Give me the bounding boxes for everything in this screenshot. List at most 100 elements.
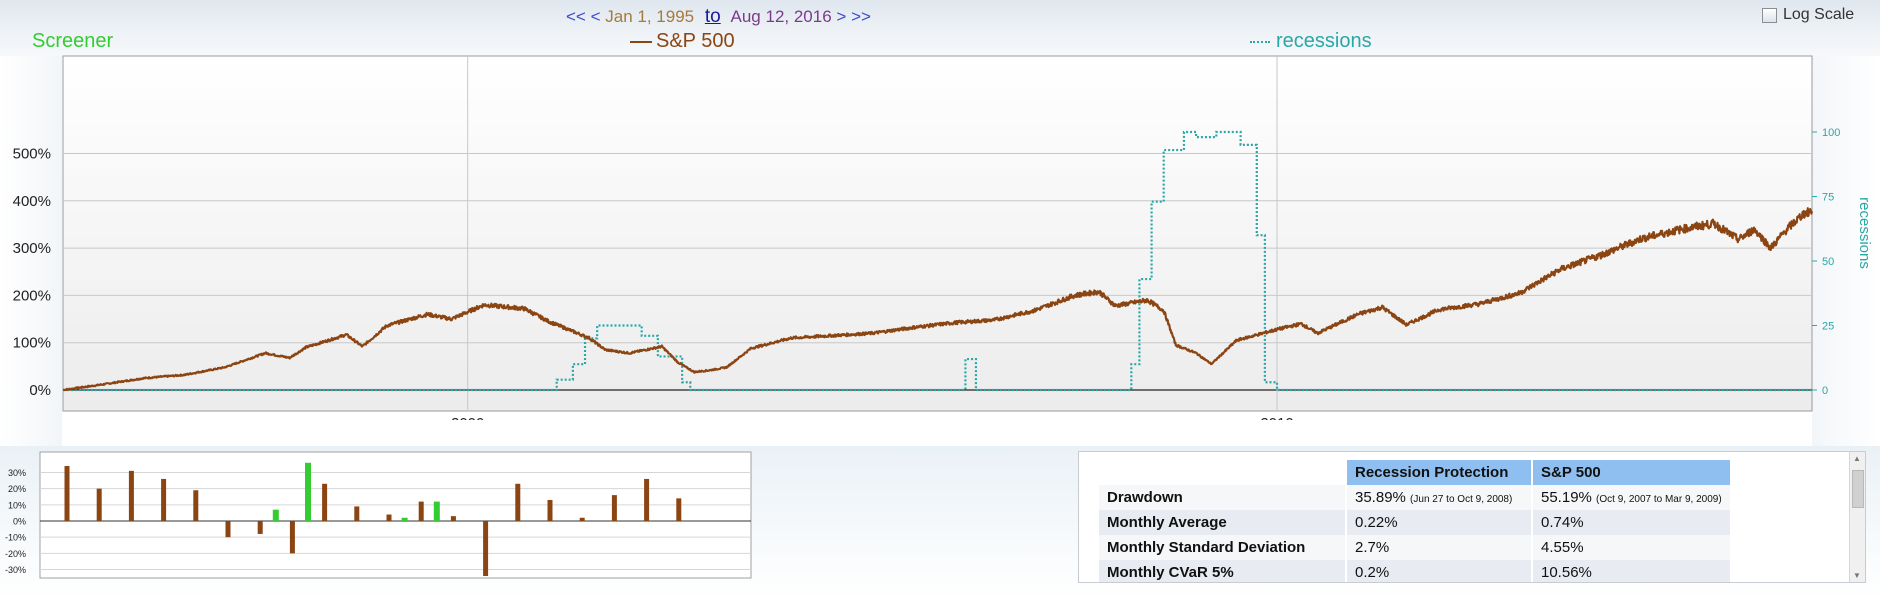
sp500-bar[interactable] xyxy=(418,501,424,521)
y-tick-label: 200% xyxy=(13,287,51,304)
log-scale-checkbox[interactable] xyxy=(1762,7,1777,23)
row-value-sp500: 0.74% xyxy=(1532,510,1732,535)
value: 55.19% xyxy=(1541,489,1592,506)
row-label: Monthly CVaR 5% xyxy=(1099,560,1347,582)
row-value-recession: 0.22% xyxy=(1346,510,1533,535)
sp500-bar[interactable] xyxy=(161,478,167,521)
sp500-line-swatch xyxy=(630,40,652,43)
sp500-bar[interactable] xyxy=(225,521,231,538)
next-page-button[interactable]: > xyxy=(836,7,847,26)
mini-bars xyxy=(64,462,682,576)
mini-y-tick-label: 30% xyxy=(8,468,26,478)
sp500-bar[interactable] xyxy=(289,521,295,554)
stats-header-recession[interactable]: Recession Protection xyxy=(1346,460,1533,485)
screener-bar[interactable] xyxy=(305,462,311,521)
table-row: Monthly CVaR 5% 0.2% 10.56% xyxy=(1099,560,1732,582)
sp500-bar[interactable] xyxy=(450,516,456,521)
row-value-recession: 35.89% (Jun 27 to Oct 9, 2008) xyxy=(1346,485,1533,510)
sp500-bar[interactable] xyxy=(128,470,134,521)
sp500-bar[interactable] xyxy=(354,506,360,521)
sp500-bar[interactable] xyxy=(193,490,199,521)
grid-lines xyxy=(63,56,1812,411)
right-tick-label: 75 xyxy=(1822,192,1834,204)
sp500-bar[interactable] xyxy=(322,483,328,521)
main-line-chart: 0% 100% 200% 300% 400% 500% 0 25 50 75 100 recessi… xyxy=(13,55,1873,420)
right-tick-label: 100 xyxy=(1822,127,1840,139)
series-layer xyxy=(62,130,1814,392)
mini-y-tick-label: 0% xyxy=(13,517,26,527)
row-value-recession: 0.2% xyxy=(1346,560,1533,582)
top-toolbar xyxy=(0,0,1880,56)
sp500-bar[interactable] xyxy=(676,498,682,521)
sp500-bar[interactable] xyxy=(483,521,489,576)
value-range: (Oct 9, 2007 to Mar 9, 2009) xyxy=(1596,494,1722,505)
first-page-button[interactable]: << xyxy=(566,7,586,26)
log-scale-toggle[interactable]: Log Scale xyxy=(1762,6,1854,24)
right-margin xyxy=(1812,56,1880,446)
mini-grid-lines xyxy=(40,471,751,571)
row-value-sp500: 55.19% (Oct 9, 2007 to Mar 9, 2009) xyxy=(1532,485,1732,510)
recessions-series-line[interactable] xyxy=(63,130,1812,392)
x-tick-label: 2010 xyxy=(1260,415,1293,420)
mini-y-tick-label: -10% xyxy=(5,533,26,543)
sp500-bar[interactable] xyxy=(64,466,70,521)
mini-y-axis: 30% 20% 10% 0% -10% -20% -30% xyxy=(5,468,26,575)
sp500-bar[interactable] xyxy=(611,495,617,521)
row-value-sp500: 10.56% xyxy=(1532,560,1732,582)
sp500-bar[interactable] xyxy=(257,521,263,534)
sp500-series-line[interactable] xyxy=(62,207,1814,392)
scroll-down-icon[interactable]: ▼ xyxy=(1853,571,1861,580)
prev-page-button[interactable]: < xyxy=(590,7,601,26)
start-date[interactable]: Jan 1, 1995 xyxy=(605,7,695,26)
annual-returns-bar-chart: 30% 20% 10% 0% -10% -20% -30% xyxy=(5,451,752,579)
screener-legend-label[interactable]: Screener xyxy=(32,30,114,52)
sp500-bar[interactable] xyxy=(515,483,521,521)
sp500-bar[interactable] xyxy=(644,478,650,521)
row-label: Monthly Average xyxy=(1099,510,1347,535)
screener-bar[interactable] xyxy=(433,501,440,521)
right-tick-label: 25 xyxy=(1822,321,1834,333)
right-axis-title: recessions xyxy=(1856,197,1873,269)
end-date[interactable]: Aug 12, 2016 xyxy=(730,7,832,26)
to-link[interactable]: to xyxy=(704,6,721,27)
legend-recessions[interactable]: recessions xyxy=(1250,30,1372,53)
table-row: Monthly Standard Deviation 2.7% 4.55% xyxy=(1099,535,1732,560)
left-axis: 0% 100% 200% 300% 400% 500% xyxy=(13,146,51,400)
scroll-thumb[interactable] xyxy=(1852,470,1864,508)
table-row: Monthly Average 0.22% 0.74% xyxy=(1099,510,1732,535)
sp500-bar[interactable] xyxy=(96,488,102,521)
stats-header-sp500[interactable]: S&P 500 xyxy=(1532,460,1732,485)
row-label: Monthly Standard Deviation xyxy=(1099,535,1347,560)
x-axis: 2000 2010 xyxy=(451,415,1294,420)
y-tick-label: 400% xyxy=(13,193,51,210)
row-label: Drawdown xyxy=(1099,485,1347,510)
right-tick-label: 50 xyxy=(1822,256,1834,268)
screener-bar[interactable] xyxy=(401,517,408,521)
recessions-line-swatch xyxy=(1250,40,1270,43)
sp500-bar[interactable] xyxy=(579,517,585,521)
x-tick-label: 2000 xyxy=(451,415,484,420)
value: 35.89% xyxy=(1355,489,1406,506)
stats-header-blank xyxy=(1099,460,1347,485)
date-range-nav: << < Jan 1, 1995 to Aug 12, 2016 > >> xyxy=(566,6,871,28)
sp500-bar[interactable] xyxy=(547,499,553,521)
last-page-button[interactable]: >> xyxy=(851,7,871,26)
mini-y-tick-label: 10% xyxy=(8,500,26,510)
mini-y-tick-label: 20% xyxy=(8,484,26,494)
stats-table: Recession Protection S&P 500 Drawdown 35… xyxy=(1099,460,1732,582)
plot-area[interactable] xyxy=(62,55,1813,412)
y-tick-label: 0% xyxy=(29,382,51,399)
stats-panel: Recession Protection S&P 500 Drawdown 35… xyxy=(1078,451,1866,583)
legend-recessions-label: recessions xyxy=(1276,30,1372,52)
log-scale-label: Log Scale xyxy=(1783,6,1855,23)
table-row: Drawdown 35.89% (Jun 27 to Oct 9, 2008) … xyxy=(1099,485,1732,510)
value-range: (Jun 27 to Oct 9, 2008) xyxy=(1410,494,1513,505)
sp500-bar[interactable] xyxy=(386,514,392,521)
row-value-recession: 2.7% xyxy=(1346,535,1533,560)
scroll-up-icon[interactable]: ▲ xyxy=(1853,454,1861,463)
stats-scrollbar[interactable]: ▲ ▼ xyxy=(1849,452,1865,582)
row-value-sp500: 4.55% xyxy=(1532,535,1732,560)
screener-bar[interactable] xyxy=(272,509,279,521)
mini-plot-area[interactable] xyxy=(39,451,752,579)
legend-sp500[interactable]: S&P 500 xyxy=(630,30,735,53)
